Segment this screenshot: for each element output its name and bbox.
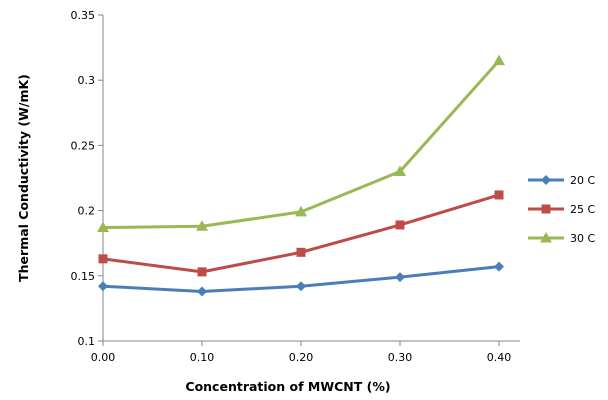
data-point-marker: [394, 165, 406, 176]
y-tick-label: 0.25: [71, 139, 96, 152]
data-point-marker: [494, 190, 504, 200]
legend-item: 25 C: [528, 203, 595, 216]
x-tick-label: 0.00: [91, 351, 116, 364]
legend: 20 C 25 C 30 C: [528, 174, 595, 245]
plot-area: 0.10.150.20.250.30.35 0.00 0.10 0.20 0.30 0.…: [71, 9, 520, 364]
x-tick-label: 0.30: [388, 351, 413, 364]
data-point-marker: [196, 220, 208, 231]
data-point-marker: [197, 286, 207, 297]
data-point-marker: [493, 54, 505, 66]
data-point-marker: [98, 281, 108, 292]
data-point-marker: [395, 220, 405, 230]
y-tick-label: 0.15: [71, 270, 96, 283]
series-line: [102, 59, 501, 230]
data-point-marker: [296, 247, 306, 257]
x-axis-title: Concentration of MWCNT (%): [185, 379, 390, 394]
y-tick-label: 0.35: [71, 9, 96, 22]
y-tick-label: 0.1: [78, 335, 96, 348]
data-point-marker: [197, 267, 207, 277]
series-25-c: [98, 190, 504, 277]
series-20-c: [98, 261, 504, 297]
series-layer: [97, 54, 505, 297]
legend-marker: [541, 175, 551, 185]
x-tick-label: 0.40: [487, 351, 512, 364]
x-tick-label: 0.20: [289, 351, 314, 364]
y-tick-label: 0.3: [78, 74, 96, 87]
data-point-marker: [494, 261, 504, 272]
series-30-c: [97, 54, 505, 233]
legend-label: 25 C: [570, 203, 595, 216]
legend-item: 20 C: [528, 174, 595, 187]
data-point-marker: [97, 221, 109, 233]
y-axis-title: Thermal Conductivity (W/mK): [16, 74, 31, 282]
legend-label: 20 C: [570, 174, 595, 187]
y-axis-ticks: 0.1 0.15 0.2 0.25 0.3 0.35: [71, 9, 103, 348]
legend-marker: [540, 232, 552, 243]
y-tick-label: 0.2: [78, 205, 96, 218]
legend-label: 30 C: [570, 232, 595, 245]
data-point-marker: [296, 281, 306, 292]
data-point-marker: [98, 254, 108, 264]
legend-marker: [541, 204, 551, 214]
data-point-marker: [395, 272, 405, 283]
legend-item: 30 C: [528, 232, 595, 245]
x-tick-label: 0.10: [190, 351, 215, 364]
data-point-marker: [295, 205, 307, 217]
x-axis-ticks: 0.00 0.10 0.20 0.30 0.40: [91, 341, 512, 364]
